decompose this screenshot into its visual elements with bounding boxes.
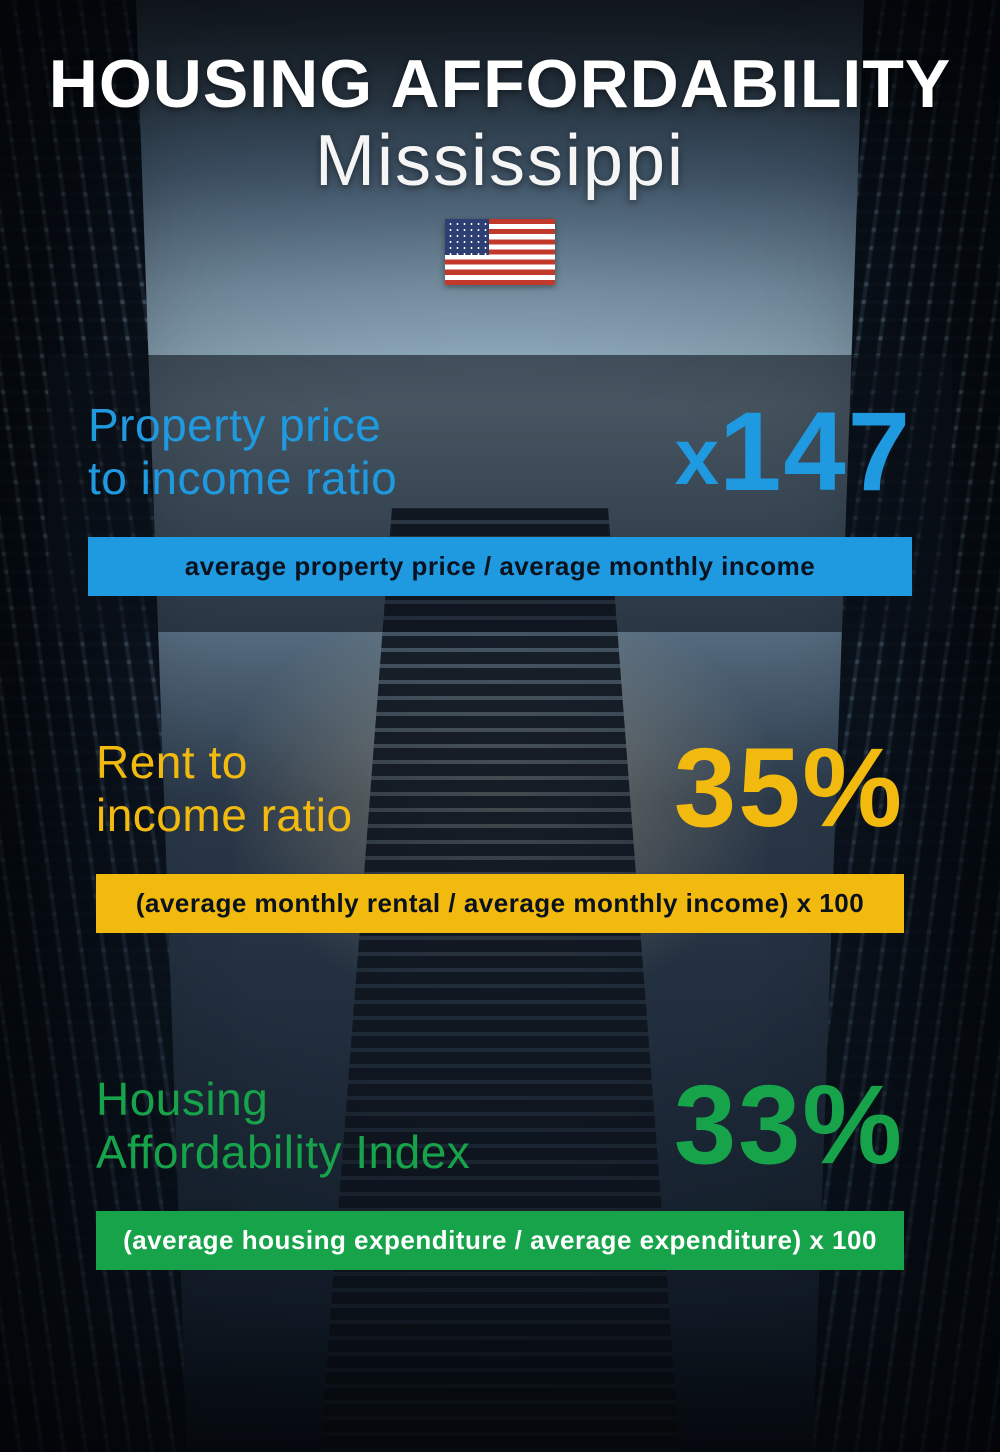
- metric-formula: (average housing expenditure / average e…: [96, 1211, 904, 1270]
- page-subtitle: Mississippi: [48, 122, 952, 201]
- metric-label-text: Property priceto income ratio: [88, 399, 397, 504]
- metric-value-text: 35%: [674, 725, 904, 850]
- metric-label-text: Rent toincome ratio: [96, 736, 353, 841]
- page-title: HOUSING AFFORDABILITY: [48, 50, 952, 118]
- metric-row: Rent toincome ratio 35%: [96, 736, 904, 842]
- metric-label: Property priceto income ratio: [88, 399, 397, 505]
- content-wrapper: HOUSING AFFORDABILITY Mississippi Proper…: [0, 0, 1000, 1452]
- metric-label: HousingAffordability Index: [96, 1073, 470, 1179]
- metric-value: 35%: [674, 738, 904, 839]
- metric-formula: (average monthly rental / average monthl…: [96, 874, 904, 933]
- metric-value-text: x147: [675, 389, 912, 514]
- metric-label: Rent toincome ratio: [96, 736, 353, 842]
- metric-property-price-to-income: Property priceto income ratio x147 avera…: [48, 355, 952, 632]
- metric-value: 33%: [674, 1075, 904, 1176]
- metric-formula: average property price / average monthly…: [88, 537, 912, 596]
- header: HOUSING AFFORDABILITY Mississippi: [48, 50, 952, 285]
- metric-rent-to-income: Rent toincome ratio 35% (average monthly…: [48, 716, 952, 969]
- metric-value-text: 33%: [674, 1062, 904, 1187]
- metric-value: x147: [675, 402, 912, 503]
- us-flag-icon: [445, 219, 555, 285]
- metric-label-text: HousingAffordability Index: [96, 1073, 470, 1178]
- metric-housing-affordability-index: HousingAffordability Index 33% (average …: [48, 1053, 952, 1306]
- metric-row: Property priceto income ratio x147: [88, 399, 912, 505]
- metric-row: HousingAffordability Index 33%: [96, 1073, 904, 1179]
